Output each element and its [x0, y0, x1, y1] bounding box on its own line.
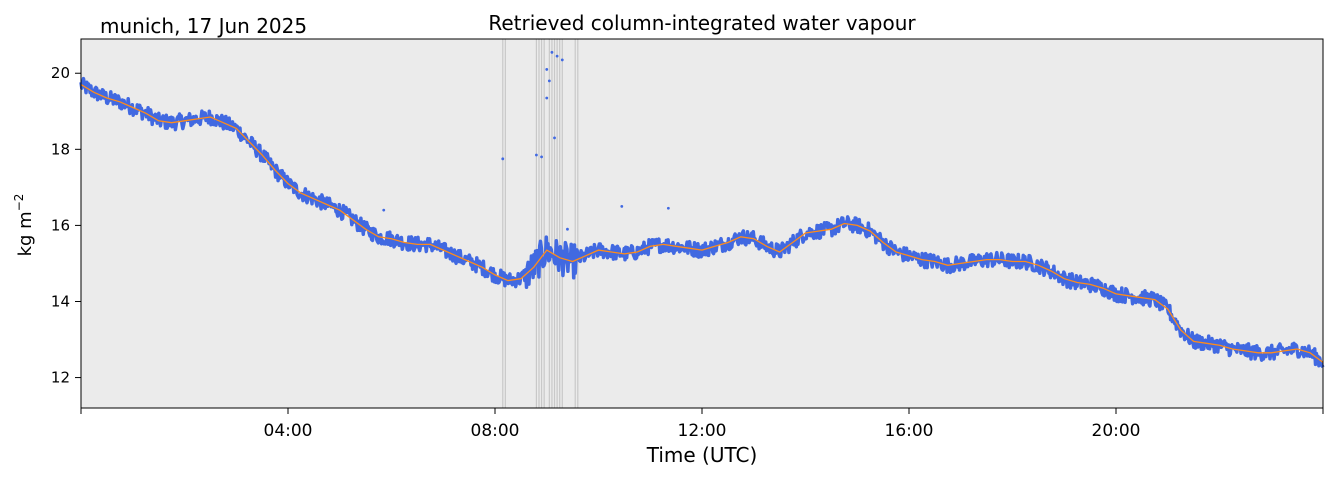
location-date-label: munich, 17 Jun 2025	[100, 14, 308, 38]
outlier-point	[545, 96, 549, 100]
raw-series-band	[79, 76, 1325, 369]
x-tick-label: 04:00	[264, 421, 313, 441]
outlier-point	[540, 155, 543, 159]
plot-area-background	[81, 39, 1323, 408]
x-axis: 04:00 08:00 12:00 16:00 20:00	[80, 408, 1324, 441]
outlier-point	[620, 204, 624, 208]
y-tick-label: 12	[51, 369, 70, 387]
raw-series-layer	[79, 76, 1325, 369]
outlier-point	[560, 58, 564, 62]
smoothed-series-layer	[80, 84, 1324, 363]
y-axis-label-base: kg m	[15, 211, 36, 256]
outlier-point	[535, 153, 538, 157]
flag-lines-layer	[502, 39, 579, 408]
outlier-point	[545, 68, 549, 71]
outlier-point	[566, 227, 569, 231]
chart-title: Retrieved column-integrated water vapour	[488, 11, 916, 35]
outlier-point	[501, 157, 505, 161]
x-tick-label: 20:00	[1092, 421, 1141, 441]
outlier-point	[666, 206, 670, 210]
outlier-point	[547, 79, 551, 83]
outlier-points-layer	[382, 50, 670, 231]
outlier-point	[550, 50, 554, 54]
y-axis-label: kg m−2	[12, 194, 36, 257]
x-tick-label: 08:00	[471, 421, 520, 441]
y-tick-label: 14	[51, 292, 70, 310]
y-axis: 12 14 16 18 20	[51, 64, 81, 387]
x-axis-label: Time (UTC)	[646, 443, 758, 467]
y-tick-label: 20	[51, 64, 70, 82]
outlier-point	[553, 136, 556, 140]
y-tick-label: 16	[51, 216, 70, 234]
outlier-point	[382, 208, 386, 212]
y-axis-label-exponent: −2	[12, 194, 26, 212]
x-tick-label: 12:00	[678, 421, 727, 441]
y-tick-label: 18	[51, 140, 70, 158]
x-tick-label: 16:00	[885, 421, 934, 441]
outlier-point	[555, 54, 559, 58]
smoothed-series-line	[80, 84, 1324, 363]
